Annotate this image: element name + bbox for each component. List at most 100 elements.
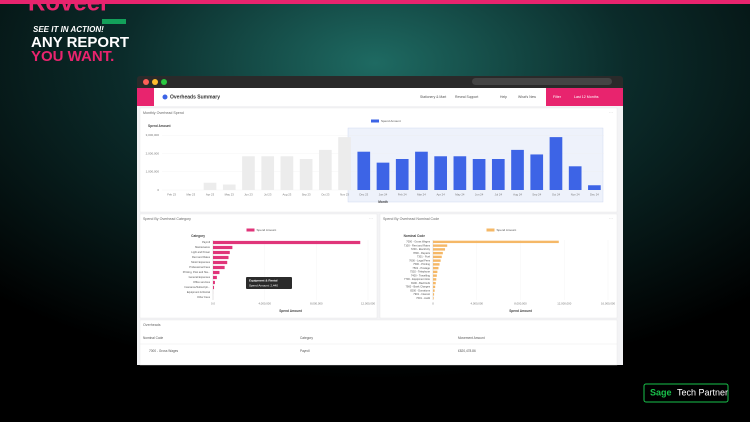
nav-item[interactable]: Help [500,95,507,99]
window-close[interactable] [143,79,149,85]
bar[interactable] [213,265,225,270]
y-tick-label: Insurance/Subscripti... [184,285,210,289]
bar[interactable] [357,151,371,190]
bar[interactable] [433,251,443,255]
x-tick-label: May 23 [225,193,235,197]
bar[interactable] [213,240,361,245]
tooltip-title: Equipment & Rental [249,278,278,282]
nav-item[interactable]: Stationery & Mart [420,95,446,99]
bar[interactable] [433,278,437,281]
panel [139,319,618,366]
y-tick-label: 7600 - Legal Fees [409,258,431,262]
bar[interactable] [299,159,313,190]
bar[interactable] [213,285,215,290]
panel-menu[interactable]: … [369,215,373,220]
bar[interactable] [242,156,255,190]
bar[interactable] [433,293,435,296]
x-tick-label: Dec 24 [590,193,599,197]
y-tick-label: 7400 - Travelling [411,273,431,277]
y-tick-label: Printing, Post and Sta... [183,270,211,274]
x-tick-label: Jun 23 [244,193,253,197]
x-tick-label: Sep 24 [532,193,541,197]
y-tick-label: Office services [193,280,211,284]
bar[interactable] [434,156,447,190]
bar[interactable] [588,185,601,190]
bar[interactable] [213,260,228,265]
bar[interactable] [280,156,294,190]
bar[interactable] [319,149,332,190]
bar[interactable] [433,266,439,270]
period-button[interactable]: Last 12 Months [574,95,599,99]
bar[interactable] [433,248,446,251]
table-title: Overheads [143,323,161,327]
bar[interactable] [433,240,559,244]
bar[interactable] [213,270,220,275]
bar[interactable] [491,159,505,190]
panel-menu[interactable]: … [609,109,613,114]
panel [139,213,378,319]
y-tick-label: 7901 - Interest [413,292,430,296]
bar[interactable] [395,159,409,190]
bar[interactable] [472,159,486,190]
bar[interactable] [433,263,440,266]
legend-label: Spend Amount [497,228,517,232]
y-axis-title: Nominal Code [404,234,426,238]
x-tick-label: 0.0 [211,302,215,306]
x-tick-label: 8,000,000 [310,302,323,306]
bar[interactable] [568,166,582,190]
x-tick-label: 16,000,000 [601,302,615,306]
bar[interactable] [433,259,441,262]
table-cell: £820,478.86 [458,349,476,353]
chart-title: Spend By Overhead Category [143,217,191,221]
window-maximize[interactable] [161,79,167,85]
x-tick-label: Aug 24 [513,193,522,197]
bar[interactable] [453,156,467,190]
y-tick-label: Other Fees [197,295,211,299]
bar[interactable] [213,255,229,260]
x-axis-title: Month [378,200,388,204]
app-logo[interactable] [137,88,154,106]
bar[interactable] [433,285,436,289]
legend-label: Spend Amount [257,228,277,232]
bar[interactable] [433,255,442,259]
legend-swatch [371,119,379,123]
top-strip [0,0,750,4]
bar[interactable] [433,281,436,285]
bar[interactable] [530,154,544,190]
bar[interactable] [433,274,437,277]
bar[interactable] [213,250,230,255]
nav-item[interactable]: What's New [518,95,537,99]
y-tick-label: 7700 - Equipment Hire [404,277,431,281]
tooltip [246,277,292,289]
bar[interactable] [222,184,236,190]
bar[interactable] [261,156,275,190]
bar[interactable] [511,149,524,190]
filter-button[interactable]: Filter [553,95,562,99]
y-tick-label: 7501 - Postage [412,266,430,270]
bar[interactable] [213,280,215,285]
bar[interactable] [213,275,217,280]
bar[interactable] [338,137,351,190]
address-bar[interactable] [472,78,612,85]
x-tick-label: Sep 23 [302,193,311,197]
bar[interactable] [213,245,233,250]
x-tick-label: Apr 23 [206,193,215,197]
bar[interactable] [433,270,438,274]
rating-stars [102,19,126,24]
bar[interactable] [433,244,448,247]
y-tick-label: 3,000,000 [146,133,160,137]
bar[interactable] [433,289,435,292]
nav-item[interactable]: Reveal Support [455,95,478,99]
bar[interactable] [376,162,390,190]
window-minimize[interactable] [152,79,158,85]
bar[interactable] [549,137,563,190]
y-tick-label: 8200 - Donations [410,288,430,292]
bar[interactable] [433,296,434,300]
bar[interactable] [415,151,428,190]
panel-menu[interactable]: … [609,215,613,220]
chart-title: Monthly Overhead Spend [143,111,184,115]
x-tick-label: 4,000,000 [471,302,484,306]
x-tick-label: Oct 24 [552,193,561,197]
bar[interactable] [203,182,217,190]
